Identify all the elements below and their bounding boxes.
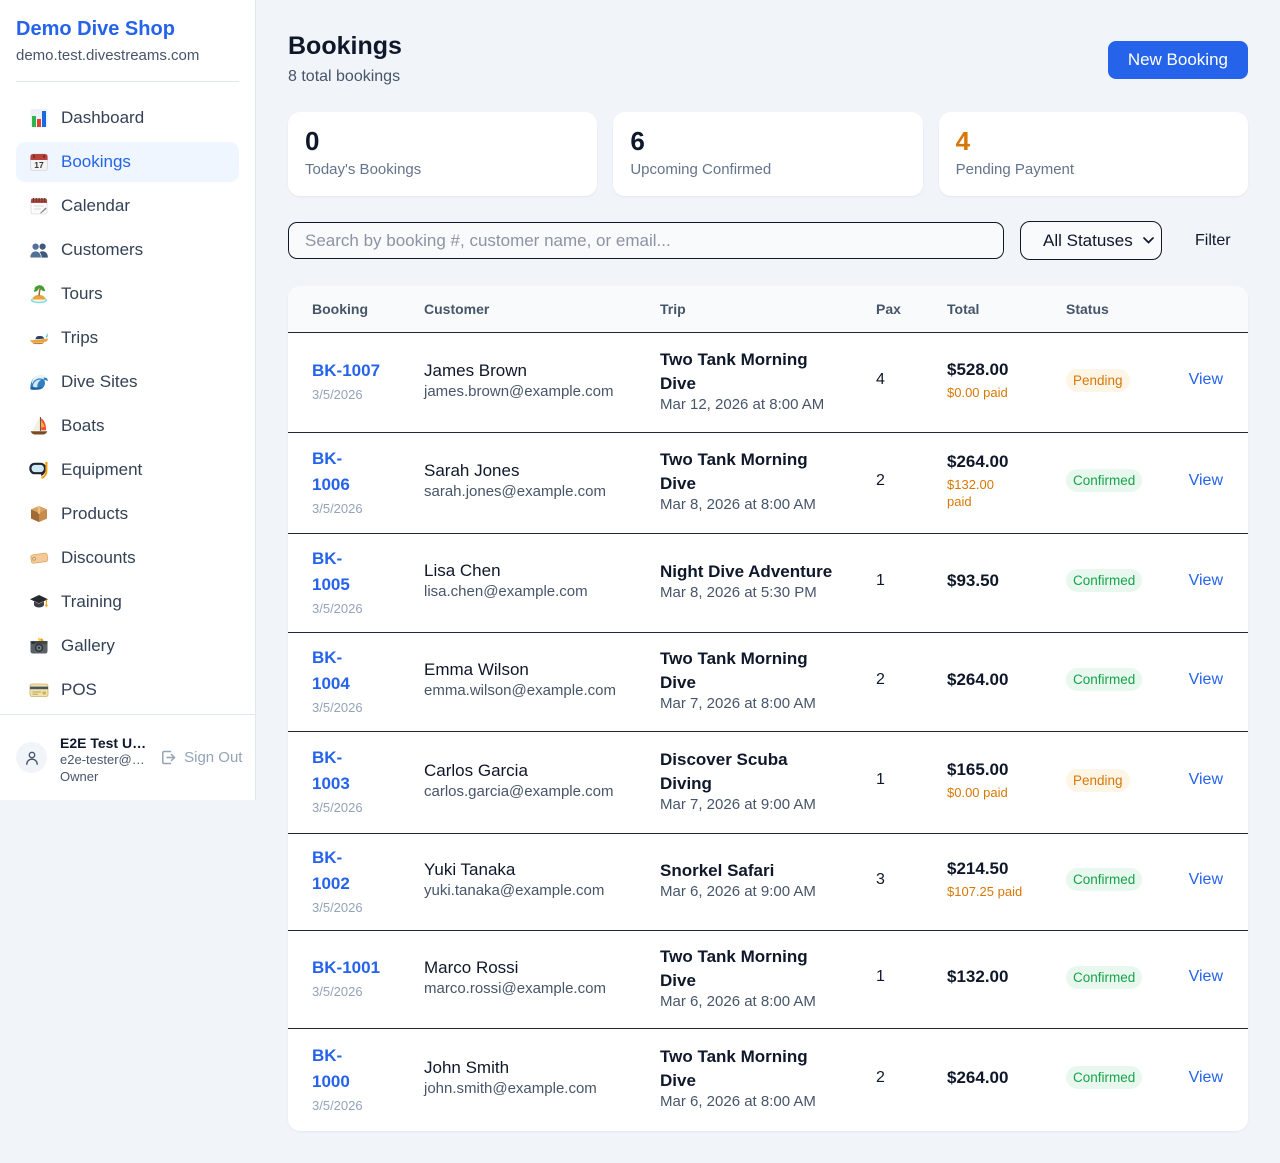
svg-text:17: 17 — [34, 160, 44, 170]
